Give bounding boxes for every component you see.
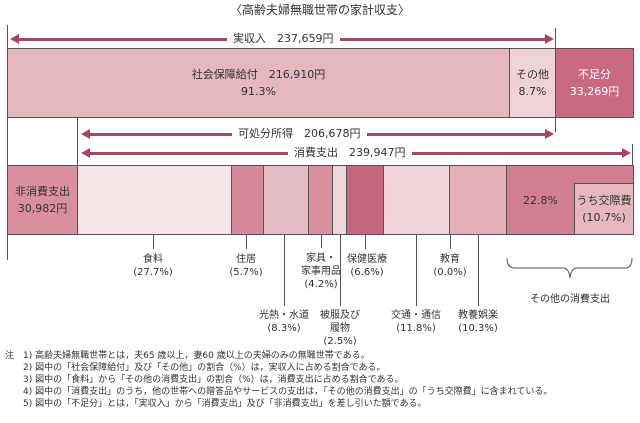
note-3: 3) 図中の「食料」から「その他の消費支出」の割合（%）は，消費支出に占める割合… — [23, 375, 404, 385]
income-arrow: 実収入 237,659円 — [10, 31, 554, 47]
social-expenses-pct: (10.7%) — [582, 211, 626, 224]
other-consumption-label: その他の消費支出 — [530, 294, 610, 305]
education-label: 教育 (0.0%) — [433, 254, 467, 278]
guide-line — [632, 144, 633, 166]
guide-line — [7, 25, 8, 260]
furniture-label: 家具・ 家事用品 (4.2%) — [301, 253, 341, 290]
clothing-label: 被服及び 履物 (2.5%) — [320, 310, 360, 347]
leader-line — [478, 234, 479, 306]
culture-recreation-segment — [450, 166, 507, 234]
social-security-segment: 社会保障給付 216,910円 91.3% — [8, 49, 510, 117]
leader-line — [321, 234, 322, 248]
transport-segment — [384, 166, 450, 234]
transport-label: 交通・通信 (11.8%) — [391, 310, 441, 334]
brace-icon — [506, 258, 633, 279]
income-bar: 社会保障給付 216,910円 91.3% その他 8.7% 不足分 33,26… — [7, 48, 634, 118]
non-consumption-amount: 30,982円 — [17, 202, 68, 215]
disposable-income-arrow: 可処分所得 206,678円 — [81, 126, 554, 142]
expenditure-bar: 非消費支出 30,982円 22.8% うち交際費 (10.7%) — [7, 165, 634, 235]
utilities-segment — [264, 166, 309, 234]
other-income-segment: その他 8.7% — [510, 49, 556, 117]
housing-label: 住居 (5.7%) — [229, 254, 263, 278]
furniture-segment — [309, 166, 333, 234]
social-security-pct: 91.3% — [241, 85, 276, 98]
housing-segment — [232, 166, 264, 234]
note-4: 4) 図中の「消費支出」のうち，他の世帯への贈答品やサービスの支出は，「その他の… — [23, 387, 553, 397]
leader-line — [340, 234, 341, 306]
medical-label: 保健医療 (6.6%) — [347, 254, 387, 278]
other-consumption-pct: 22.8% — [523, 193, 558, 207]
food-label: 食料 (27.7%) — [133, 254, 173, 278]
note-2: 2) 図中の「社会保障給付」及び「その他」の割合（%）は，実収入に占める割合であ… — [23, 363, 386, 373]
consumption-arrow: 消費支出 239,947円 — [81, 145, 631, 161]
leader-line — [284, 234, 285, 306]
guide-line — [77, 117, 78, 165]
social-expenses-segment: うち交際費 (10.7%) — [574, 183, 633, 234]
social-expenses-label: うち交際費 — [576, 194, 632, 207]
social-security-label: 社会保障給付 216,910円 — [191, 68, 326, 81]
utilities-label: 光熱・水道 (8.3%) — [259, 310, 309, 334]
shortfall-amount: 33,269円 — [569, 85, 620, 98]
other-income-label: その他 — [516, 68, 549, 81]
food-segment — [78, 166, 232, 234]
disposable-income-label: 可処分所得 206,678円 — [232, 126, 367, 142]
other-income-pct: 8.7% — [518, 85, 547, 98]
consumption-label: 消費支出 239,947円 — [288, 145, 412, 161]
clothing-segment — [333, 166, 347, 234]
income-label: 実収入 237,659円 — [227, 31, 340, 47]
shortfall-label: 不足分 — [578, 68, 611, 81]
note-1: 注 1) 高齢夫婦無職世帯とは，夫65 歳以上，妻60 歳以上の夫婦のみの無職世… — [5, 351, 370, 361]
medical-segment — [347, 166, 384, 234]
non-consumption-segment: 非消費支出 30,982円 — [8, 166, 78, 234]
note-5: 5) 図中の「不足分」とは，「実収入」から「消費支出」及び「非消費支出」を差し引… — [23, 399, 427, 409]
culture-recreation-label: 教養娯楽 (10.3%) — [458, 310, 498, 334]
leader-line — [153, 234, 154, 249]
leader-line — [246, 234, 247, 249]
diagram-title: 〈高齢夫婦無職世帯の家計収支〉 — [229, 3, 410, 17]
non-consumption-label: 非消費支出 — [15, 185, 70, 198]
leader-line — [450, 234, 451, 249]
leader-line — [365, 234, 366, 249]
leader-line — [416, 234, 417, 306]
shortfall-segment: 不足分 33,269円 — [556, 49, 633, 117]
